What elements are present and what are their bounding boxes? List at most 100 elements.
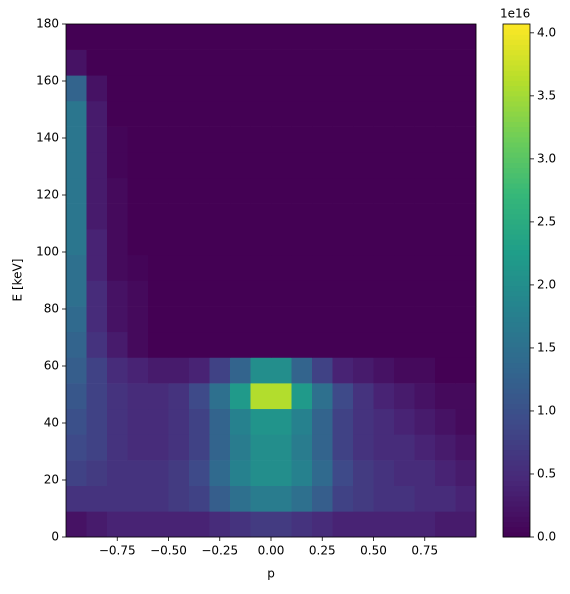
heatmap-cell [66,280,87,307]
heatmap-cell [209,408,231,435]
heatmap-cell [353,434,374,461]
heatmap-cell [209,511,231,538]
colorbar-segment [503,249,530,256]
heatmap-cell [86,460,108,486]
colorbar-segment [503,326,530,333]
heatmap-cell [189,126,210,153]
heatmap-cell [230,100,251,127]
heatmap-cell [394,485,415,512]
heatmap-cell [312,306,333,333]
heatmap-cell [209,24,231,50]
heatmap-cell [414,100,436,127]
heatmap-cell [86,306,108,333]
heatmap-cell [435,485,456,512]
heatmap-cell [107,306,128,333]
heatmap-cell [127,306,149,333]
x-tick-label: 0.00 [258,544,285,558]
colorbar-segment [503,126,530,133]
heatmap-cell [209,306,231,333]
heatmap-cell [86,49,108,76]
colorbar-segment [503,239,530,246]
heatmap-cell [66,306,87,333]
colorbar-segment [503,521,530,528]
heatmap-cell [230,152,251,179]
heatmap-cell [373,49,395,76]
heatmap-cell [312,331,333,358]
heatmap-cell [250,229,272,256]
colorbar-segment [503,244,530,251]
colorbar-segment [503,408,530,415]
heatmap-cell [168,254,190,281]
heatmap-cell [373,306,395,333]
heatmap-cell [127,485,149,512]
heatmap-cell [435,203,456,230]
heatmap-cell [86,177,108,204]
heatmap-cell [250,306,272,333]
heatmap-cell [332,331,354,358]
heatmap-cell [168,75,190,102]
heatmap-cell [394,126,415,153]
heatmap-cell [66,49,87,76]
colorbar-segment [503,449,530,456]
heatmap-cell [414,75,436,102]
heatmap-cell [455,126,477,153]
heatmap-cell [127,331,149,358]
heatmap-cell [148,75,169,102]
heatmap-cell [414,485,436,512]
heatmap-cell [373,434,395,461]
heatmap-cell [107,357,128,384]
colorbar-segment [503,454,530,461]
colorbar-segment [503,439,530,446]
heatmap-cell [291,280,313,307]
colorbar-segment [503,372,530,379]
heatmap-cell [230,331,251,358]
heatmap-cell [168,383,190,410]
heatmap-cell [209,75,231,102]
colorbar-tick-label: 4.0 [537,25,556,39]
heatmap-cell [148,177,169,204]
heatmap-cell [209,229,231,256]
heatmap-cell [271,100,292,127]
heatmap-cell [86,24,108,50]
heatmap-cell [189,229,210,256]
colorbar-segment [503,383,530,389]
heatmap-cell [394,75,415,102]
heatmap-cell [250,511,272,538]
heatmap-cell [127,511,149,538]
colorbar-segment [503,393,530,399]
colorbar-segment [503,413,530,420]
heatmap-cell [66,331,87,358]
colorbar-segment [503,531,530,538]
heatmap-cell [271,485,292,512]
y-tick-label: 120 [36,188,59,202]
heatmap-cell [291,383,313,410]
colorbar-segment [503,59,530,66]
heatmap-cell [394,152,415,179]
y-tick-label: 40 [44,416,59,430]
colorbar-tick-label: 3.5 [537,88,556,102]
heatmap-cell [455,254,477,281]
heatmap-cell [435,126,456,153]
colorbar-segment [503,495,530,502]
heatmap-cell [250,49,272,76]
heatmap-cell [291,306,313,333]
heatmap-cell [394,408,415,435]
colorbar-segment [503,259,530,266]
heatmap-cell [312,229,333,256]
heatmap-cell [455,408,477,435]
heatmap-cell [66,24,87,50]
heatmap-cell [250,485,272,512]
heatmap-cell [66,177,87,204]
heatmap-cell [148,408,169,435]
heatmap-cell [148,100,169,127]
heatmap-cell [291,460,313,486]
heatmap-cell [107,24,128,50]
heatmap-cell [373,152,395,179]
colorbar-segment [503,95,530,102]
heatmap-cell [332,177,354,204]
colorbar-segment [503,167,530,174]
heatmap-cell [414,24,436,50]
colorbar-segment [503,490,530,497]
colorbar-segment [503,270,530,276]
heatmap-cell [394,24,415,50]
